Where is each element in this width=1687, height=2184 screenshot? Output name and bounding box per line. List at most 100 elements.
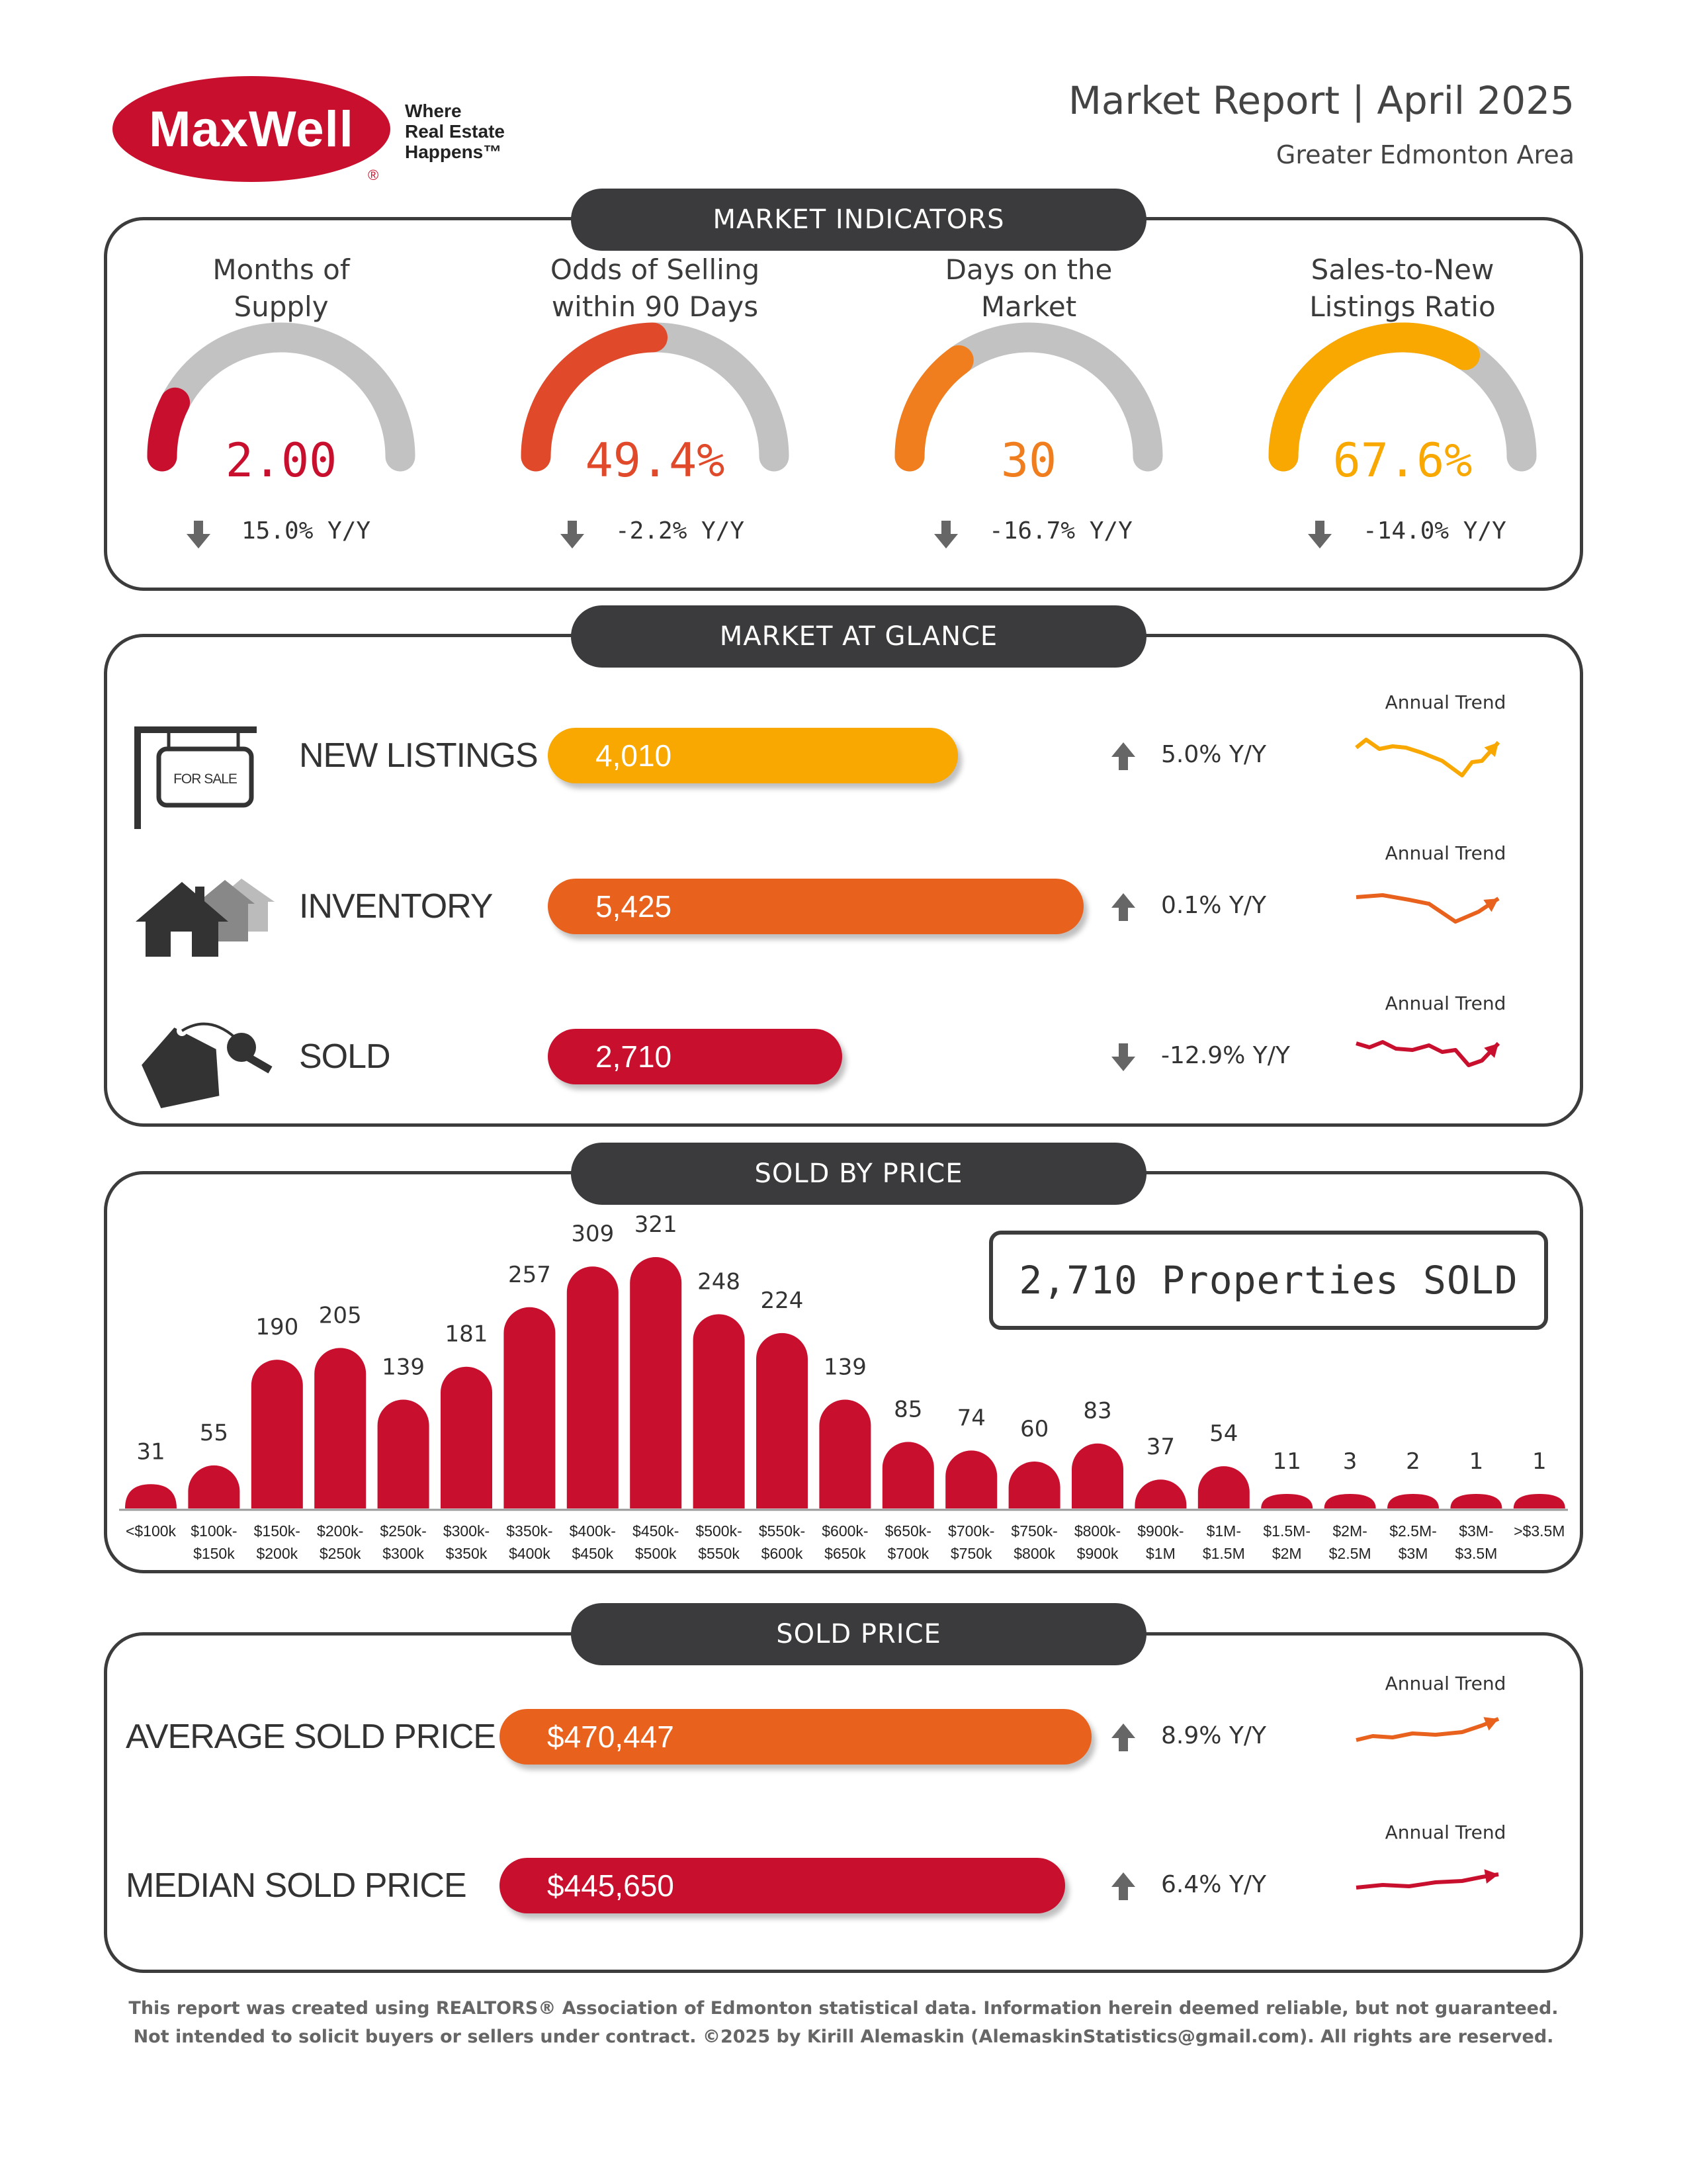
price-category-label: $750k- [1011, 1522, 1057, 1540]
arrow-up-icon [1111, 893, 1135, 921]
price-category-label: $400k- [570, 1522, 616, 1540]
indicator-title: Odds of Selling within 90 Days [516, 251, 794, 326]
indicator-title-line-2: Listings Ratio [1309, 290, 1496, 323]
price-bar-value-label: 54 [1209, 1420, 1238, 1447]
price-bar-value-label: 139 [382, 1354, 425, 1380]
logo-tagline: Where Real Estate Happens™ [405, 101, 505, 162]
price-bar-value-label: 83 [1083, 1398, 1111, 1424]
gauge-fill [147, 387, 191, 472]
gauge-fill [894, 345, 974, 472]
price-category-label: $300k [382, 1545, 424, 1562]
arrow-up-icon [1111, 1724, 1135, 1751]
price-category-label: $750k [951, 1545, 992, 1562]
price-category-label: $150k [193, 1545, 235, 1562]
price-category-label: $700k- [948, 1522, 994, 1540]
sold-price-label: AVERAGE SOLD PRICE [126, 1718, 496, 1756]
sold-price-bar: $470,447 [499, 1709, 1092, 1765]
footer-disclaimer-line-2: Not intended to solicit buyers or seller… [133, 2027, 1554, 2047]
glance-label: INVENTORY [299, 887, 493, 926]
logo-registered-mark: ® [368, 167, 379, 183]
price-bar-value-label: 1 [1532, 1448, 1547, 1475]
price-bar [1135, 1479, 1187, 1508]
gauge-fill [521, 322, 668, 472]
price-bar [1450, 1494, 1502, 1508]
price-category-label: $250k [320, 1545, 361, 1562]
price-bar [819, 1399, 871, 1508]
price-bar [630, 1257, 682, 1508]
price-category-label: $550k- [759, 1522, 805, 1540]
trend-line [1355, 738, 1500, 777]
price-category-label: $700k [887, 1545, 929, 1562]
houses-icon [136, 879, 275, 957]
price-bar-value-label: 3 [1343, 1448, 1358, 1475]
house-key-icon [142, 1022, 273, 1109]
price-bar-value-label: 224 [761, 1288, 804, 1314]
price-category-label: $3M- [1459, 1522, 1493, 1540]
glance-bar: 2,710 [548, 1029, 842, 1084]
trend-line [1356, 1872, 1499, 1890]
price-bar-value-label: 321 [634, 1211, 677, 1238]
price-category-label: $2.5M [1329, 1545, 1371, 1562]
sold-price-value: $445,650 [547, 1868, 674, 1903]
logo-text: MaxWell [149, 101, 354, 157]
annual-trend-label: Annual Trend [1385, 691, 1506, 713]
price-category-label: $500k- [695, 1522, 742, 1540]
price-bar [251, 1360, 303, 1508]
price-category-label: $600k- [822, 1522, 868, 1540]
price-bar-value-label: 139 [824, 1354, 867, 1380]
indicator-gauge [147, 322, 415, 472]
price-bar-value-label: 248 [697, 1268, 740, 1295]
sold-price-bar: $445,650 [499, 1858, 1065, 1913]
arrow-down-icon [1308, 521, 1332, 548]
price-bar-value-label: 190 [255, 1314, 298, 1340]
trend-arrowhead [1484, 1869, 1498, 1884]
report-title: Market Report | April 2025 [1068, 78, 1575, 123]
indicator-title-line-2: within 90 Days [551, 290, 759, 323]
indicator-change: -16.7% Y/Y [989, 517, 1133, 545]
indicator-title-line-1: Days on the [945, 253, 1113, 286]
arrow-down-icon [560, 521, 584, 548]
indicator-title: Sales-to-New Listings Ratio [1264, 251, 1541, 326]
price-bar [693, 1314, 745, 1508]
indicator-value: 67.6% [1332, 433, 1473, 488]
price-bar-value-label: 181 [445, 1321, 488, 1348]
market-indicators-panel [104, 217, 1583, 591]
price-bar [441, 1366, 492, 1508]
section-header-sold-price: SOLD PRICE [571, 1603, 1146, 1665]
indicator-value: 30 [1000, 433, 1057, 488]
price-category-label: $200k- [317, 1522, 363, 1540]
price-category-label: $3.5M [1455, 1545, 1497, 1562]
arrow-down-icon [1111, 1043, 1135, 1071]
glance-bar: 5,425 [548, 879, 1084, 934]
properties-sold-box: 2,710 Properties SOLD [989, 1231, 1548, 1330]
price-category-label: $350k- [506, 1522, 552, 1540]
trend-line [1356, 1717, 1500, 1742]
price-category-label: $300k- [443, 1522, 490, 1540]
trend-line [1356, 1040, 1500, 1067]
sold-price-value: $470,447 [547, 1720, 674, 1754]
arrow-up-icon [1111, 742, 1135, 770]
price-category-label: $450k- [632, 1522, 679, 1540]
indicator-value: 2.00 [225, 433, 337, 488]
price-category-label: $1.5M [1203, 1545, 1245, 1562]
price-category-label: $1.5M- [1263, 1522, 1311, 1540]
price-bar [1387, 1494, 1439, 1508]
annual-trend-label: Annual Trend [1385, 992, 1506, 1014]
price-bar-value-label: 309 [571, 1221, 614, 1247]
price-bar-value-label: 31 [136, 1438, 165, 1465]
price-bar-value-label: 85 [894, 1396, 922, 1422]
annual-trend-sparkline [1356, 1869, 1499, 1890]
price-category-label: $2M- [1332, 1522, 1367, 1540]
sold-price-change: 6.4% Y/Y [1161, 1871, 1267, 1898]
sold-price-panel [104, 1632, 1583, 1973]
indicator-title-line-1: Odds of Selling [550, 253, 760, 286]
price-bar [314, 1348, 367, 1508]
price-category-label: $250k- [380, 1522, 426, 1540]
indicator-title-line-1: Months of [212, 253, 350, 286]
sold-price-change: 8.9% Y/Y [1161, 1722, 1267, 1749]
price-category-label: $900k- [1137, 1522, 1184, 1540]
indicator-gauge [521, 322, 789, 472]
section-header-market-indicators: MARKET INDICATORS [571, 189, 1146, 251]
price-bar [945, 1450, 998, 1508]
for-sale-sign-text: FOR SALE [173, 771, 238, 787]
